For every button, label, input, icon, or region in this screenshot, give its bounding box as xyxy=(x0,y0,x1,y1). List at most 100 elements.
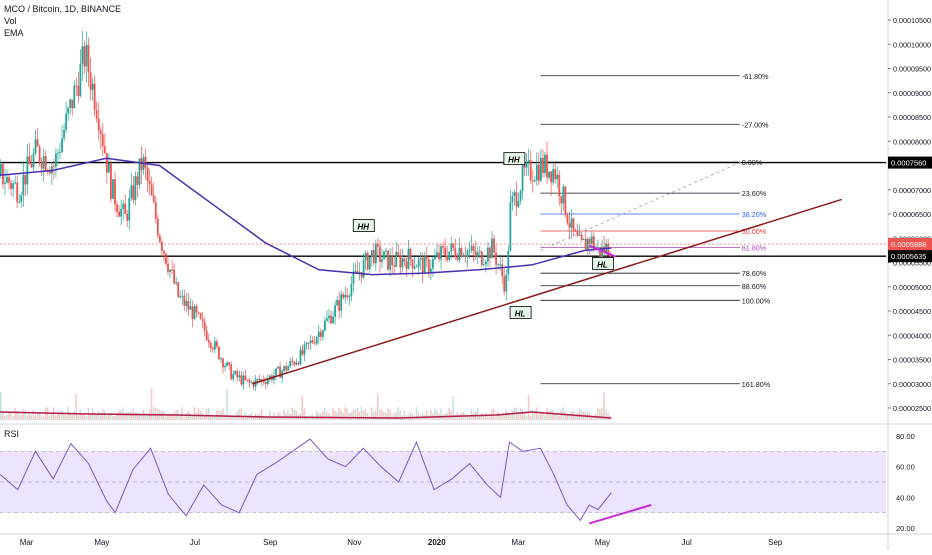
candle-body xyxy=(609,255,612,257)
volume-bar xyxy=(360,407,363,420)
candle-body xyxy=(173,269,176,284)
volume-bar xyxy=(417,411,420,420)
volume-bar xyxy=(597,407,599,420)
volume-bar xyxy=(389,409,391,420)
volume-bar xyxy=(224,414,226,420)
volume-bar xyxy=(403,410,405,420)
volume-bar xyxy=(568,413,571,420)
volume-bar xyxy=(340,410,342,420)
candle-body xyxy=(421,257,424,274)
volume-bar xyxy=(277,412,279,420)
volume-bar xyxy=(501,413,503,420)
volume-bar xyxy=(344,407,346,420)
volume-bar xyxy=(419,416,422,420)
volume-bar xyxy=(599,409,601,420)
candle-body xyxy=(75,85,78,87)
volume-bar xyxy=(466,416,469,420)
candle-body xyxy=(275,368,277,376)
candle-body xyxy=(540,157,542,181)
candle-body xyxy=(55,153,57,167)
candle-body xyxy=(336,300,339,306)
candle-body xyxy=(332,316,334,324)
candle-body xyxy=(321,330,324,337)
candle-body xyxy=(34,139,37,154)
volume-bar xyxy=(216,409,218,420)
volume-bar xyxy=(458,414,461,420)
candle-body xyxy=(224,365,226,368)
candle-body xyxy=(132,185,135,200)
volume-bar xyxy=(548,410,550,420)
price-divergence-line[interactable] xyxy=(588,244,617,258)
rsi-panel-label[interactable]: RSI xyxy=(4,429,20,439)
volume-bar xyxy=(183,416,185,420)
volume-bar xyxy=(523,412,526,420)
volume-bar xyxy=(442,415,444,420)
volume-bar xyxy=(10,411,12,420)
annotation-box[interactable] xyxy=(509,305,532,319)
volume-bar xyxy=(521,408,524,420)
volume-bar xyxy=(0,392,2,420)
volume-bar xyxy=(213,415,216,420)
candle-body xyxy=(195,306,198,313)
candle-body xyxy=(401,258,404,268)
time-axis-label: May xyxy=(595,538,610,547)
candle-body xyxy=(285,366,288,371)
volume-bar xyxy=(2,411,4,420)
annotation-box[interactable] xyxy=(352,219,375,232)
time-axis-label: Sep xyxy=(768,538,783,547)
indicator-vol[interactable]: Vol xyxy=(4,16,17,26)
candle-body xyxy=(399,255,402,268)
candle-body xyxy=(20,195,23,202)
volume-bar xyxy=(32,410,35,420)
candle-body xyxy=(140,158,143,170)
candle-body xyxy=(248,379,251,383)
volume-bar xyxy=(154,407,157,420)
volume-bar xyxy=(387,408,389,420)
volume-bar xyxy=(205,409,208,420)
price-tick-label: 0.00003000 xyxy=(893,380,931,389)
resistance-price-badge: 0.0007560 xyxy=(891,159,926,168)
candle-body xyxy=(501,264,504,277)
rsi-divergence-line[interactable] xyxy=(588,504,652,525)
trendline[interactable] xyxy=(252,198,842,385)
price-tick-label: 0.00002500 xyxy=(893,404,931,413)
annotation-box[interactable] xyxy=(503,152,526,166)
candle-body xyxy=(112,179,114,199)
rsi-tick-label: 80.00 xyxy=(896,432,915,441)
candle-body xyxy=(484,261,487,265)
volume-bar xyxy=(61,410,63,420)
candle-body xyxy=(487,247,489,262)
candle-body xyxy=(103,146,106,154)
volume-bar xyxy=(136,412,139,420)
candle-body xyxy=(160,241,163,251)
volume-bar xyxy=(480,412,483,420)
volume-bar xyxy=(124,413,126,420)
annotation-box[interactable] xyxy=(592,257,614,270)
candle-body xyxy=(342,294,345,298)
volume-bar xyxy=(336,412,338,420)
volume-bar xyxy=(366,412,369,420)
volume-ma-line xyxy=(0,411,612,419)
volume-bar xyxy=(99,412,102,420)
volume-bar xyxy=(381,409,383,420)
candle-body xyxy=(436,252,438,257)
candle-body xyxy=(564,186,567,215)
volume-bar xyxy=(126,412,128,420)
candle-body xyxy=(548,171,550,178)
candle-body xyxy=(73,85,76,109)
indicator-ema[interactable]: EMA xyxy=(4,28,24,38)
candle-body xyxy=(226,362,228,366)
volume-bar xyxy=(163,411,165,420)
annotation-label: HH xyxy=(508,156,520,165)
volume-bar xyxy=(116,412,118,420)
volume-bar xyxy=(315,410,318,420)
candle-body xyxy=(411,259,414,269)
candle-body xyxy=(582,238,585,240)
candle-body xyxy=(470,246,473,251)
candle-body xyxy=(128,197,131,221)
candle-body xyxy=(199,313,202,319)
candle-body xyxy=(61,138,63,152)
volume-bar xyxy=(566,413,569,420)
